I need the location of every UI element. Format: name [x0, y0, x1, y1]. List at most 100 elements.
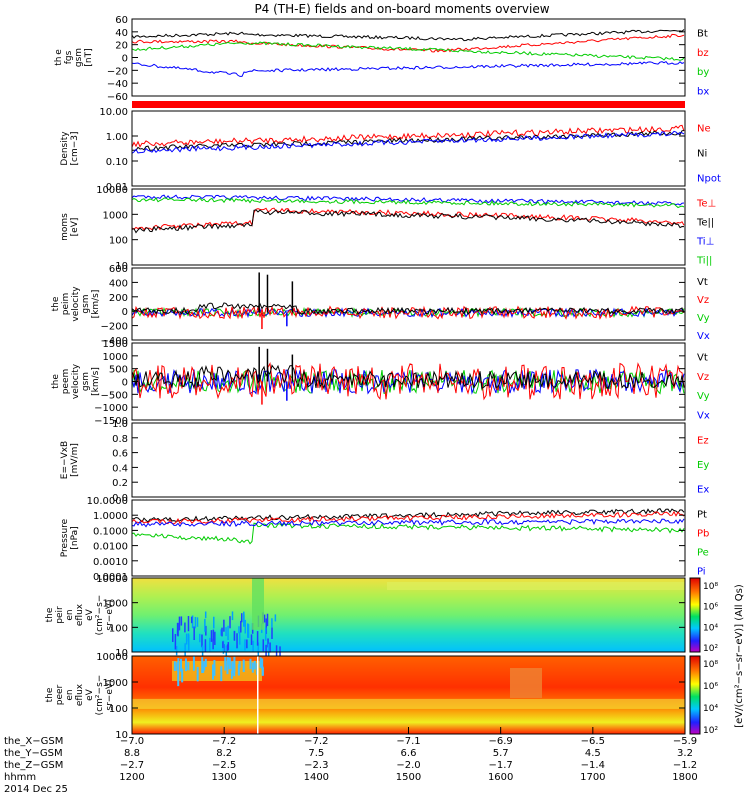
- x-tick-label: −6.5: [581, 736, 605, 747]
- y-axis: 10000 1000 100 10: [96, 185, 685, 272]
- series-lines: [131, 29, 685, 77]
- y-tick-label: 100: [109, 623, 128, 634]
- heatmap-cell: [261, 658, 264, 669]
- y-tick-label: 60: [115, 15, 128, 26]
- heatmap-cell: [267, 643, 270, 658]
- heatmap-cell: [132, 698, 685, 709]
- heatmap-cells: [172, 578, 685, 662]
- legend: Ne Ni Npot: [697, 124, 721, 185]
- x-row-label: the_Y−GSM: [4, 748, 63, 759]
- y-tick-label: 0.0001: [93, 572, 128, 583]
- heatmap-cell: [226, 644, 229, 651]
- y-label-line: (cm²−s−: [95, 595, 105, 636]
- heatmap-cell: [204, 658, 207, 667]
- heatmap-cell: [193, 626, 195, 641]
- y-label-line: fgs: [64, 50, 74, 64]
- y-label-line: gsm: [81, 372, 91, 391]
- x-tick-label: 8.8: [124, 748, 140, 759]
- y-label-line: [eV]: [70, 218, 80, 237]
- y-tick-label: −200: [101, 322, 128, 333]
- heatmap-cell: [177, 670, 180, 687]
- legend-entry: Ti⊥: [696, 237, 714, 248]
- legend-entry: Vz: [697, 295, 709, 306]
- x-tick-label: 1200: [119, 772, 144, 783]
- y-label-line: [cm−3]: [70, 131, 80, 165]
- y-tick-label: 600: [109, 264, 128, 275]
- y-tick-label: 1.00: [106, 132, 128, 143]
- heatmap-cell: [192, 656, 195, 671]
- panel-density: 10.00 1.00 0.10 0.01 Density [cm−3] Ne Ni Npot: [60, 107, 721, 193]
- heatmap-cell: [204, 618, 206, 632]
- heatmap-cell: [228, 657, 231, 669]
- series-te-perp: [131, 207, 685, 231]
- legend-entry: Ey: [697, 460, 709, 471]
- panel-efield: 1.0 0.8 0.6 0.4 0.2 0.0 E=−VxB [mV/m] Ez Ey Ex: [60, 419, 709, 504]
- x-tick-label: −7.0: [120, 736, 144, 747]
- y-axis-label: E=−VxB [mV/m]: [60, 441, 80, 479]
- heatmap-cell: [237, 664, 240, 676]
- heatmap-cells: [132, 656, 685, 734]
- y-label-line: eflux: [75, 603, 85, 626]
- x-tick-label: −7.2: [212, 736, 236, 747]
- y-tick-label: 1000: [103, 599, 128, 610]
- y-axis: 10.00 1.00 0.10 0.01: [99, 107, 685, 193]
- x-tick-label: −1.7: [489, 760, 513, 771]
- series-by: [131, 41, 685, 61]
- x-tick-label: 7.5: [308, 748, 324, 759]
- y-label-line: th e: [54, 49, 64, 66]
- y-axis-label: the peim velocity gsm [km/s]: [51, 286, 101, 322]
- heatmap-cell: [184, 643, 186, 659]
- y-tick-label: 1.0000: [93, 511, 128, 522]
- heatmap-cell: [225, 645, 228, 656]
- heatmap-cell: [236, 633, 238, 649]
- heatmap-cell: [212, 629, 215, 641]
- y-label-line: E=−VxB: [60, 441, 70, 479]
- heatmap-cell: [190, 616, 193, 624]
- heatmap-cell: [250, 634, 253, 645]
- y-tick-label: 10000: [96, 652, 128, 663]
- y-tick-label: 10.00: [99, 107, 128, 118]
- y-label-line: the: [51, 296, 61, 311]
- colorbar-tick-label: 10⁸: [703, 582, 718, 592]
- colorbar-tick-label: 10²: [703, 644, 718, 654]
- heatmap-cell: [187, 616, 190, 632]
- legend-entry: Ni: [697, 149, 707, 160]
- panel-frame: [131, 577, 686, 653]
- heatmap-cell: [233, 631, 236, 641]
- x-row-label: the_X−GSM: [4, 736, 63, 747]
- x-tick-label: 1500: [396, 772, 421, 783]
- x-tick-label: −2.3: [304, 760, 328, 771]
- panel-pressure: 10.0000 1.0000 0.1000 0.0100 0.0010 0.0001 Pre…: [60, 496, 709, 583]
- heatmap-cell: [265, 618, 268, 634]
- heatmap-cell: [247, 624, 250, 639]
- heatmap-cell: [257, 642, 260, 657]
- heatmap-cell: [220, 629, 222, 636]
- x-tick-label: −1.2: [673, 760, 697, 771]
- legend-entry: Ez: [697, 435, 709, 446]
- legend-entry: Pe: [697, 548, 709, 559]
- legend-entry: Vx: [697, 410, 710, 421]
- y-axis: 60 40 20 0−20 −40 −60: [107, 15, 685, 103]
- heatmap-cell: [214, 631, 216, 645]
- heatmap-cell: [204, 639, 207, 652]
- y-axis-label: moms [eV]: [60, 213, 80, 241]
- y-label-line: gsm: [81, 294, 91, 313]
- heatmap-cell: [241, 613, 243, 623]
- panel-fgs: 60 40 20 0−20 −40 −60 th e fgs gsm [nT] Bt bz by bx: [54, 15, 709, 103]
- heatmap-cell: [172, 628, 174, 642]
- heatmap-cell: [191, 615, 194, 629]
- legend-entry: Pb: [697, 529, 709, 540]
- heatmap-cell: [233, 656, 236, 673]
- x-tick-label: 1400: [304, 772, 329, 783]
- x-tick-label: −2.0: [396, 760, 420, 771]
- series-bx: [131, 60, 685, 77]
- x-tick-label: 1300: [211, 772, 236, 783]
- velocity-spikes: [258, 346, 294, 405]
- heatmap-cell: [213, 659, 216, 676]
- y-tick-label: −60: [107, 92, 128, 103]
- y-label-line: sr−eV): [105, 679, 115, 710]
- legend: Te⊥ Te|| Ti⊥ Ti||: [696, 199, 716, 267]
- y-tick-label: 1000: [103, 352, 128, 363]
